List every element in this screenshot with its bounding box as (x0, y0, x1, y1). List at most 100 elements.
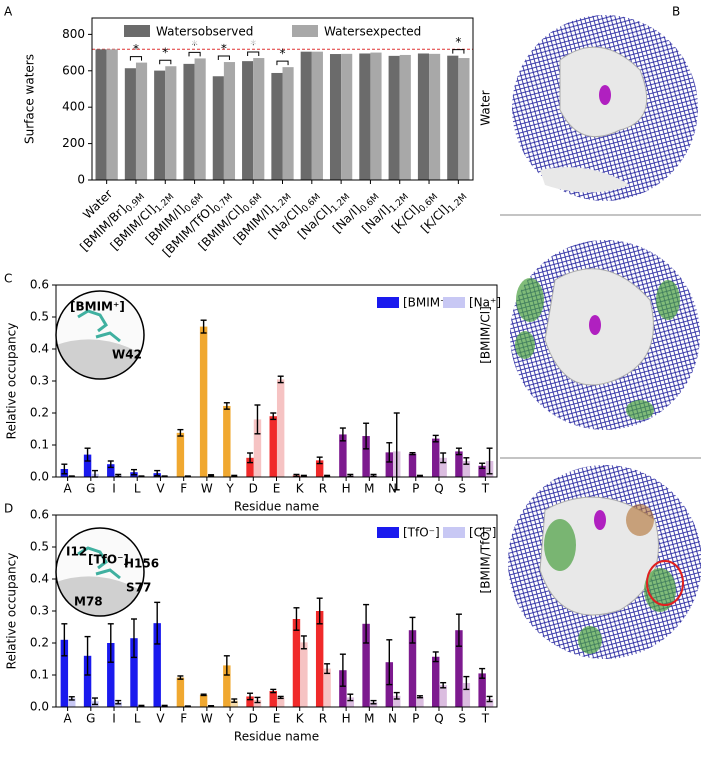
error-bar (223, 402, 230, 410)
error-bar (479, 462, 486, 470)
error-bar (324, 663, 331, 675)
y-tick-label: 0.5 (30, 540, 49, 554)
inset-label: [TfO⁻] (88, 553, 129, 567)
plot-frame (91, 17, 474, 181)
significance-bracket (247, 51, 260, 57)
inset-label: W42 (112, 348, 142, 362)
significance-bracket (452, 49, 465, 54)
bar (176, 677, 185, 707)
error-bar (293, 607, 300, 631)
x-tick-label: R (319, 712, 327, 726)
bar (95, 49, 107, 181)
bar (447, 55, 459, 180)
bar (223, 405, 231, 477)
y-tick-label: 0 (77, 173, 85, 187)
x-tick-label: Y (225, 712, 234, 726)
significance-bracket (159, 59, 172, 65)
bar (369, 702, 378, 707)
error-bar (231, 474, 238, 478)
error-bar (254, 404, 261, 435)
x-tick-label: E (273, 712, 281, 726)
bar (385, 452, 394, 477)
error-bar (247, 692, 254, 701)
bar (311, 51, 323, 180)
y-axis-label: Surface waters (23, 54, 37, 144)
error-bar (154, 469, 161, 477)
bar (370, 52, 382, 180)
error-bar (363, 422, 370, 450)
error-bar (416, 474, 423, 478)
x-tick-label: M (364, 712, 374, 726)
significance-bracket (188, 51, 201, 57)
error-bar (440, 452, 447, 464)
legend-swatch (443, 297, 465, 308)
x-tick-label: V (156, 712, 165, 726)
error-bar (486, 695, 493, 703)
bar (458, 58, 470, 180)
y-tick-label: 0.3 (30, 604, 49, 618)
x-tick-label: M (364, 482, 374, 496)
legend-swatch (377, 297, 399, 308)
bar (253, 58, 265, 180)
error-bar (293, 473, 300, 478)
x-tick-label: Q (434, 712, 443, 726)
significance-star: * (455, 35, 461, 49)
inset-border (55, 290, 145, 380)
bar (60, 639, 69, 707)
bar (341, 53, 353, 180)
error-bar (130, 468, 137, 476)
plot-frame (55, 514, 498, 708)
inset-molecule (77, 309, 121, 343)
bar (393, 695, 401, 707)
bar (329, 54, 342, 180)
x-axis-label: Residue name (234, 500, 319, 514)
x-tick-label: H (342, 482, 351, 496)
error-bar (223, 655, 230, 676)
inset-border (55, 527, 145, 617)
bar (485, 699, 494, 707)
error-bar (440, 681, 447, 689)
bar (253, 419, 262, 477)
bar (276, 379, 285, 477)
legend-label: Watersobserved (156, 25, 253, 39)
error-bar (386, 442, 393, 463)
bar (165, 66, 177, 180)
inset-molecule (77, 546, 121, 580)
x-tick-label: W (201, 482, 213, 496)
bar (455, 451, 463, 477)
bar (269, 691, 277, 707)
error-bar (208, 474, 215, 477)
bar (135, 62, 148, 180)
x-tick-label: R (319, 482, 327, 496)
error-bar (231, 698, 238, 703)
x-tick-label: I (112, 482, 116, 496)
inset-label: H156 (124, 557, 159, 571)
bar (183, 63, 195, 181)
bar (339, 434, 347, 477)
inset-label: M78 (74, 595, 103, 609)
error-bar (347, 693, 354, 702)
bar (292, 619, 301, 707)
bar (271, 72, 283, 180)
bar (83, 655, 92, 707)
error-bar (277, 695, 284, 700)
bar (106, 49, 118, 181)
x-tick-label: Q (434, 482, 443, 496)
y-tick-label: 0.1 (30, 668, 49, 682)
inset-label: [BMIM⁺] (70, 300, 125, 314)
inset (56, 291, 144, 379)
x-tick-label: L (134, 482, 141, 496)
bar (276, 697, 285, 707)
view-label: Water (479, 90, 493, 126)
significance-star: * (250, 38, 256, 52)
error-bar (177, 428, 184, 437)
bar (359, 53, 371, 180)
inset-surface (56, 339, 144, 379)
legend-label: [TfO⁻] (403, 526, 440, 540)
error-bar (432, 651, 439, 663)
view-label: [BMIM/Cl] (479, 306, 493, 364)
error-bar (300, 474, 307, 478)
significance-bracket (276, 60, 289, 66)
bar (107, 464, 115, 477)
